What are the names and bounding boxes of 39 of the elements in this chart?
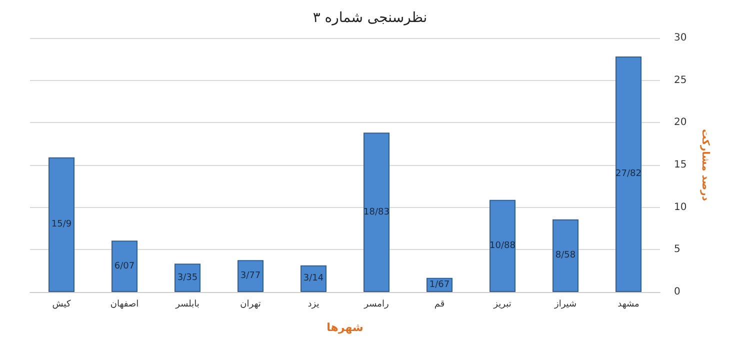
- data-label: 10/88: [490, 240, 516, 251]
- y-tick-label: 5: [674, 244, 680, 256]
- data-label: 6/07: [114, 261, 135, 272]
- data-label: 15/9: [51, 220, 72, 230]
- bar: [616, 56, 642, 292]
- bar: [364, 132, 390, 292]
- x-tick-label: رامسر: [363, 300, 389, 310]
- x-tick-label: یزد: [308, 300, 320, 310]
- y-tick-label: 20: [674, 117, 687, 128]
- chart-title: نظرسنجی شماره ۳: [312, 10, 428, 26]
- bar: [238, 260, 264, 292]
- y-tick-label: 0: [674, 286, 680, 298]
- y-tick-label: 15: [674, 160, 687, 170]
- bar: [48, 157, 74, 292]
- x-tick-label: بابلسر: [174, 300, 200, 310]
- x-tick-label: تبریز: [492, 300, 512, 310]
- bar: [174, 264, 200, 292]
- y-tick-label: 10: [674, 202, 687, 213]
- x-tick-label: قم: [434, 300, 445, 310]
- x-tick-label: مشهد: [618, 300, 640, 310]
- x-tick-label: تهران: [240, 300, 262, 310]
- bar: [300, 265, 326, 292]
- data-label: 3/35: [177, 272, 198, 283]
- data-label: 1/67: [429, 280, 450, 290]
- data-label: 8/58: [555, 250, 576, 261]
- data-label: 27/82: [616, 169, 642, 180]
- x-tick-label: کیش: [52, 300, 72, 310]
- x-axis-title: شهرها: [326, 321, 364, 334]
- y-tick-label: 30: [674, 32, 687, 44]
- y-tick-label: 25: [674, 74, 687, 86]
- data-label: 18/83: [364, 207, 390, 218]
- bar: [112, 240, 138, 292]
- x-tick-label: اصفهان: [110, 300, 139, 310]
- data-label: 3/77: [240, 271, 261, 282]
- data-label: 3/14: [303, 274, 324, 284]
- bar: [490, 200, 516, 292]
- y-axis-title: درصد مشارکت: [700, 128, 710, 202]
- bar: [552, 219, 578, 292]
- x-tick-label: شیراز: [553, 300, 577, 310]
